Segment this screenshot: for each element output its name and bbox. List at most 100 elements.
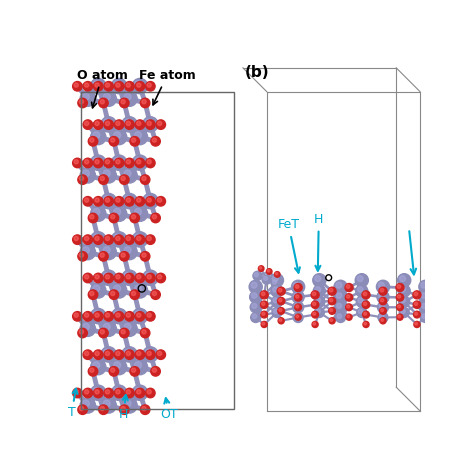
Circle shape (147, 237, 151, 241)
Circle shape (259, 266, 262, 269)
Text: (b): (b) (245, 65, 269, 80)
Circle shape (364, 322, 366, 325)
Circle shape (126, 313, 130, 317)
Circle shape (156, 350, 165, 359)
Circle shape (346, 304, 352, 310)
Circle shape (101, 270, 116, 285)
Circle shape (111, 309, 127, 324)
Circle shape (279, 319, 282, 321)
Circle shape (422, 314, 427, 319)
Circle shape (95, 390, 99, 394)
Circle shape (122, 398, 137, 413)
Circle shape (143, 347, 158, 362)
Circle shape (346, 294, 353, 301)
Circle shape (143, 117, 158, 132)
Circle shape (135, 362, 141, 369)
Circle shape (105, 313, 109, 317)
Circle shape (100, 253, 104, 257)
Circle shape (122, 245, 137, 260)
Circle shape (397, 314, 403, 320)
Circle shape (103, 349, 110, 356)
Circle shape (415, 322, 418, 325)
Circle shape (277, 287, 285, 295)
Circle shape (125, 82, 134, 91)
Circle shape (91, 309, 106, 324)
Circle shape (93, 285, 100, 292)
Circle shape (130, 213, 139, 223)
Circle shape (91, 283, 106, 298)
Circle shape (93, 82, 103, 91)
Circle shape (103, 323, 110, 330)
Circle shape (135, 235, 145, 245)
Circle shape (119, 252, 129, 261)
Circle shape (295, 285, 299, 288)
Circle shape (88, 213, 98, 223)
Circle shape (93, 311, 100, 318)
Circle shape (140, 252, 150, 261)
Circle shape (312, 292, 316, 296)
Circle shape (116, 274, 120, 279)
Circle shape (329, 318, 335, 324)
Circle shape (79, 330, 83, 334)
Circle shape (312, 311, 319, 318)
Circle shape (82, 400, 89, 407)
Circle shape (84, 198, 89, 202)
Circle shape (335, 291, 346, 303)
Circle shape (316, 309, 320, 313)
Circle shape (91, 359, 106, 375)
Circle shape (419, 291, 431, 303)
Circle shape (419, 280, 432, 293)
Circle shape (132, 309, 147, 324)
Circle shape (91, 232, 106, 247)
Circle shape (95, 160, 99, 164)
Circle shape (114, 235, 124, 245)
Circle shape (80, 168, 95, 183)
Circle shape (358, 309, 363, 313)
Circle shape (84, 313, 89, 317)
Circle shape (78, 252, 87, 261)
Circle shape (124, 323, 131, 330)
Circle shape (90, 292, 94, 296)
Circle shape (145, 349, 152, 356)
Circle shape (272, 308, 282, 318)
Circle shape (83, 197, 92, 206)
Circle shape (114, 158, 124, 168)
Circle shape (329, 288, 333, 292)
Circle shape (132, 359, 147, 375)
Circle shape (109, 137, 118, 146)
Circle shape (119, 175, 129, 184)
Circle shape (277, 297, 285, 305)
Circle shape (80, 245, 95, 260)
Circle shape (100, 176, 104, 181)
Circle shape (262, 322, 265, 325)
Circle shape (114, 387, 120, 394)
Circle shape (401, 309, 405, 313)
Circle shape (101, 168, 116, 183)
Circle shape (273, 280, 277, 284)
Circle shape (329, 299, 333, 302)
Circle shape (74, 237, 78, 241)
Circle shape (377, 291, 389, 303)
Circle shape (292, 302, 304, 313)
Circle shape (103, 170, 110, 177)
Circle shape (379, 287, 387, 295)
Circle shape (379, 293, 384, 298)
Circle shape (364, 312, 367, 315)
Circle shape (125, 311, 134, 321)
Circle shape (103, 246, 110, 254)
Circle shape (142, 406, 146, 410)
Circle shape (132, 232, 147, 247)
Circle shape (121, 406, 125, 410)
Circle shape (114, 311, 124, 321)
Circle shape (88, 137, 98, 146)
Circle shape (142, 330, 146, 334)
Circle shape (295, 314, 299, 319)
Circle shape (78, 98, 87, 108)
Text: O atom: O atom (77, 69, 128, 108)
Circle shape (294, 293, 300, 298)
Circle shape (413, 301, 420, 309)
Circle shape (135, 197, 145, 206)
Circle shape (95, 274, 99, 279)
Circle shape (114, 197, 124, 206)
Circle shape (93, 235, 103, 245)
